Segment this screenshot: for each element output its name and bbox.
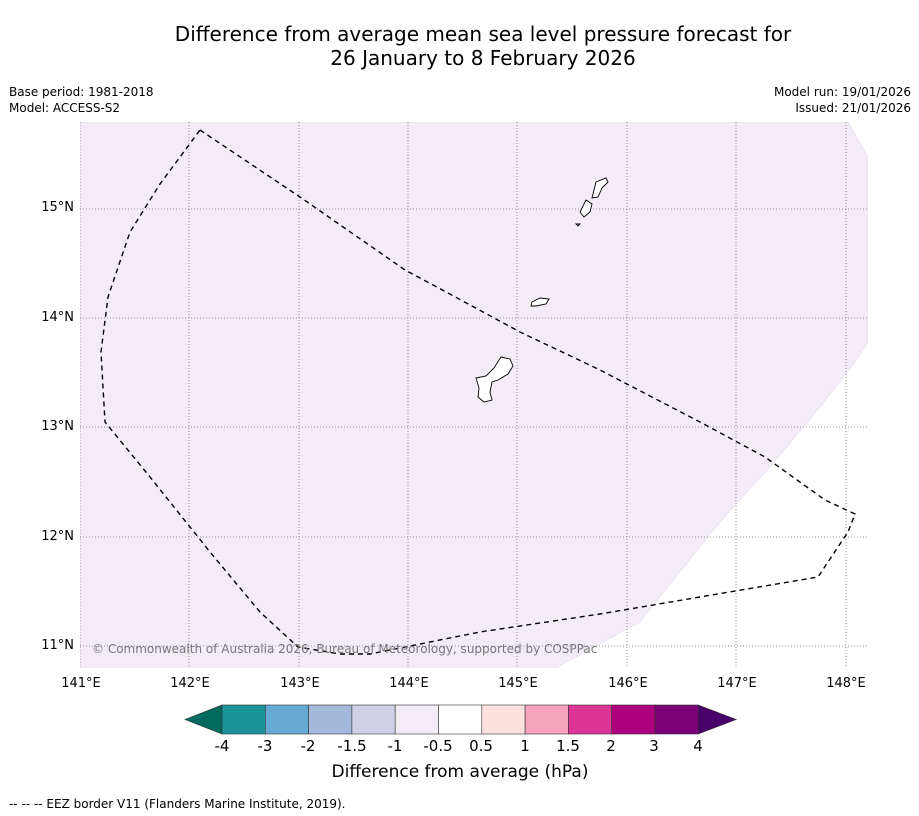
colorbar-tick: -2 xyxy=(300,737,316,755)
colorbar-segment xyxy=(524,704,569,735)
meta-right: Model run: 19/01/2026 Issued: 21/01/2026 xyxy=(774,84,911,116)
colorbar-tick: -1.5 xyxy=(337,737,367,755)
lon-label-148: 148°E xyxy=(826,676,866,691)
anomaly-region xyxy=(80,122,868,668)
island-guam xyxy=(475,356,514,403)
base-period: Base period: 1981-2018 xyxy=(9,85,154,99)
lat-label-13: 13°N xyxy=(41,419,74,434)
colorbar-segment xyxy=(221,704,266,735)
colorbar-segment xyxy=(264,704,309,735)
lon-gridlines xyxy=(80,122,847,668)
lat-label-12: 12°N xyxy=(41,529,74,544)
colorbar-tick: 1.5 xyxy=(556,737,580,755)
island-saipan xyxy=(591,177,609,199)
islands xyxy=(475,177,609,403)
lon-label-147: 147°E xyxy=(717,676,757,691)
colorbar-extend-low xyxy=(184,704,223,735)
colorbar-tick: 3 xyxy=(649,737,659,755)
meta-left: Base period: 1981-2018 Model: ACCESS-S2 xyxy=(9,84,154,116)
colorbar-segments xyxy=(184,704,738,735)
colorbar-segment xyxy=(351,704,396,735)
colorbar-tick: 0.5 xyxy=(469,737,493,755)
island-aguijan xyxy=(574,223,582,227)
colorbar-segment xyxy=(308,704,353,735)
model-name: Model: ACCESS-S2 xyxy=(9,101,121,115)
lat-label-11: 11°N xyxy=(41,638,74,653)
colorbar-segment xyxy=(481,704,526,735)
lon-label-145: 145°E xyxy=(498,676,538,691)
colorbar-tick: -3 xyxy=(257,737,273,755)
island-tinian xyxy=(579,199,593,218)
colorbar-segment xyxy=(611,704,656,735)
title-line-1: Difference from average mean sea level p… xyxy=(174,22,792,46)
map-panel xyxy=(80,122,868,668)
colorbar-tick: -0.5 xyxy=(423,737,453,755)
colorbar-tick: 4 xyxy=(693,737,703,755)
colorbar-segment xyxy=(654,704,699,735)
title-line-2: 26 January to 8 February 2026 xyxy=(330,46,636,70)
colorbar-tick: -1 xyxy=(387,737,403,755)
lon-label-143: 143°E xyxy=(280,676,320,691)
colorbar-tick: 1 xyxy=(520,737,530,755)
lon-label-146: 146°E xyxy=(608,676,648,691)
lon-label-141: 141°E xyxy=(61,676,101,691)
copyright-notice: © Commonwealth of Australia 2026, Bureau… xyxy=(92,642,598,656)
colorbar-tick: -4 xyxy=(214,737,230,755)
island-rota xyxy=(530,297,550,307)
map-title: Difference from average mean sea level p… xyxy=(48,22,918,70)
issued-date: Issued: 21/01/2026 xyxy=(795,101,911,115)
colorbar-title: Difference from average (hPa) xyxy=(331,762,589,782)
footnote-eez: -- -- -- EEZ border V11 (Flanders Marine… xyxy=(9,797,346,811)
lat-label-15: 15°N xyxy=(41,200,74,215)
lat-gridlines xyxy=(80,208,868,647)
lon-label-144: 144°E xyxy=(389,676,429,691)
eez-border-line xyxy=(100,129,856,655)
model-run: Model run: 19/01/2026 xyxy=(773,85,911,99)
colorbar-segment xyxy=(394,704,439,735)
colorbar-extend-high xyxy=(697,704,738,735)
lat-label-14: 14°N xyxy=(41,310,74,325)
colorbar-segment xyxy=(438,704,483,735)
colorbar-segment xyxy=(568,704,613,735)
colorbar-tick: 2 xyxy=(606,737,616,755)
lon-label-142: 142°E xyxy=(170,676,210,691)
